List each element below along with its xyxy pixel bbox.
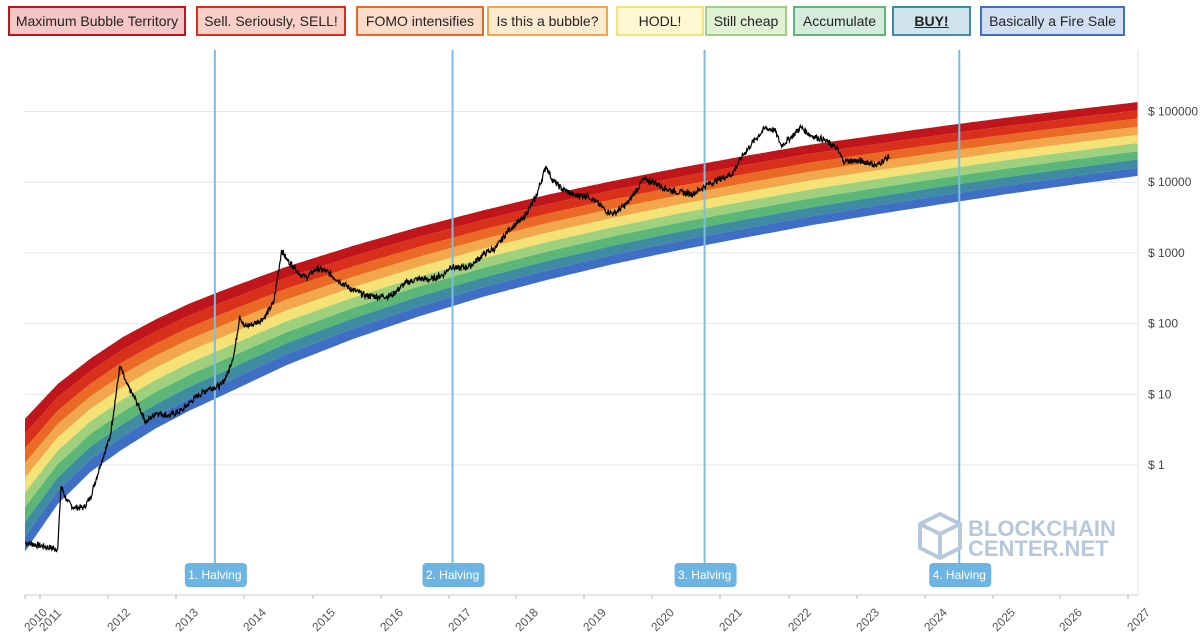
legend-item-0[interactable]: Maximum Bubble Territory (8, 6, 186, 36)
x-tick-label: 2023 (853, 605, 882, 634)
x-tick-label: 2013 (172, 605, 201, 634)
halving-label-1: 1. Halving (188, 568, 241, 582)
x-tick-label: 2024 (921, 605, 950, 634)
x-tick-label: 2015 (309, 605, 338, 634)
x-tick-label: 2027 (1124, 605, 1153, 634)
x-tick-label: 2016 (377, 605, 406, 634)
watermark-line1: BLOCKCHAIN (968, 516, 1116, 541)
x-tick-label: 2020 (648, 605, 677, 634)
y-tick-label: $ 1 (1148, 458, 1165, 472)
y-axis: $ 1 $ 10 $ 100 $ 1000 $ 10000 $ 100000 (1137, 50, 1198, 595)
halving-badge-3 (674, 563, 737, 587)
legend-item-1[interactable]: Sell. Seriously, SELL! (196, 6, 346, 36)
watermark-line2: CENTER.NET (968, 536, 1109, 561)
halving-badge-4 (929, 563, 992, 587)
halving-label-3: 3. Halving (678, 568, 731, 582)
x-tick-label: 2022 (785, 605, 814, 634)
y-tick-label: $ 1000 (1148, 246, 1185, 260)
halving-markers: 1. Halving 2. Halving 3. Halving 4. Halving (184, 50, 992, 587)
rainbow-bands (25, 102, 1138, 552)
x-tick-label: 2014 (240, 605, 269, 634)
x-tick-label: 2018 (512, 605, 541, 634)
blockchain-cube-icon (918, 511, 962, 561)
y-tick-label: $ 100000 (1148, 105, 1198, 119)
x-tick-label: 2021 (716, 605, 745, 634)
y-tick-label: $ 100 (1148, 317, 1178, 331)
watermark: BLOCKCHAIN CENTER.NET (918, 511, 1116, 561)
legend-item-8[interactable]: Basically a Fire Sale (980, 6, 1125, 36)
x-tick-label: 2012 (104, 605, 133, 634)
legend-item-6[interactable]: Accumulate (793, 6, 886, 36)
legend-item-7[interactable]: BUY! (892, 6, 971, 36)
x-tick-label: 2025 (989, 605, 1018, 634)
legend-item-3[interactable]: Is this a bubble? (487, 6, 608, 36)
x-tick-label: 2017 (445, 605, 474, 634)
halving-badge-1 (184, 563, 247, 587)
x-tick-label: 2019 (580, 605, 609, 634)
halving-badge-2 (422, 563, 485, 587)
halving-label-2: 2. Halving (426, 568, 479, 582)
legend-item-5[interactable]: Still cheap (705, 6, 787, 36)
y-tick-label: $ 10 (1148, 387, 1172, 401)
x-tick-label: 2026 (1056, 605, 1085, 634)
price-series-line (24, 123, 890, 553)
legend-item-4[interactable]: HODL! (616, 6, 704, 36)
y-tick-label: $ 10000 (1148, 175, 1192, 189)
halving-label-4: 4. Halving (933, 568, 986, 582)
legend-item-2[interactable]: FOMO intensifies (356, 6, 484, 36)
